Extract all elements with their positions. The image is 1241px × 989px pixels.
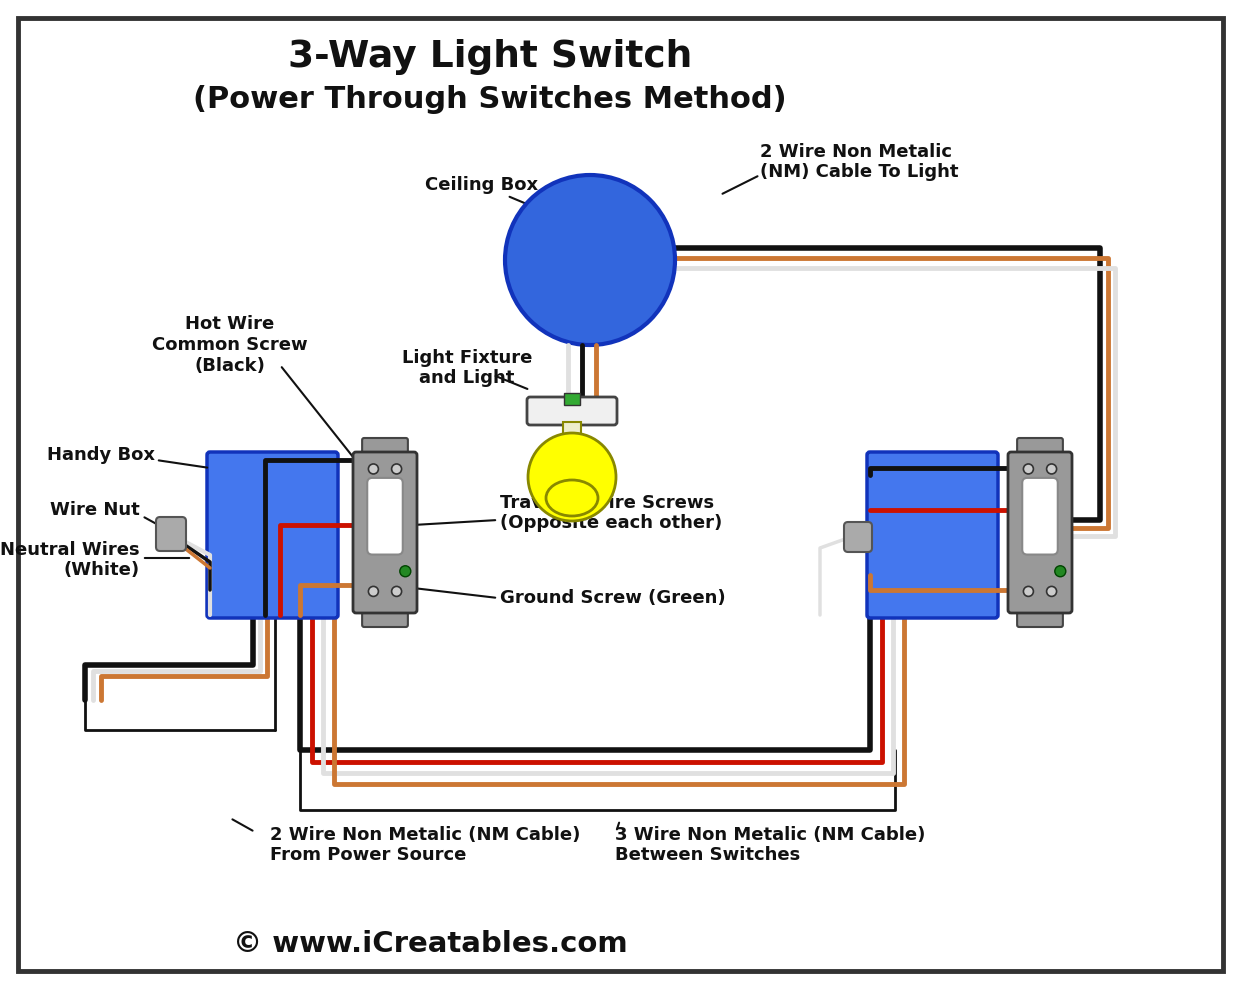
Text: Hot Wire
Common Screw
(Black): Hot Wire Common Screw (Black) — [153, 315, 308, 375]
Circle shape — [392, 586, 402, 596]
FancyBboxPatch shape — [844, 522, 872, 552]
Text: Traveler Wire Screws
(Opposite each other): Traveler Wire Screws (Opposite each othe… — [500, 494, 722, 532]
Circle shape — [505, 175, 675, 345]
Text: 2 Wire Non Metalic
(NM) Cable To Light: 2 Wire Non Metalic (NM) Cable To Light — [759, 142, 958, 181]
FancyBboxPatch shape — [527, 397, 617, 425]
FancyBboxPatch shape — [1008, 452, 1072, 613]
FancyBboxPatch shape — [19, 18, 1222, 971]
FancyBboxPatch shape — [1018, 606, 1062, 627]
Circle shape — [1046, 464, 1056, 474]
FancyBboxPatch shape — [352, 452, 417, 613]
FancyBboxPatch shape — [362, 438, 408, 459]
Circle shape — [527, 433, 616, 521]
FancyBboxPatch shape — [362, 606, 408, 627]
FancyBboxPatch shape — [867, 452, 998, 618]
FancyBboxPatch shape — [1018, 438, 1062, 459]
FancyBboxPatch shape — [563, 422, 581, 442]
FancyBboxPatch shape — [207, 452, 338, 618]
Text: 3 Wire Non Metalic (NM Cable)
Between Switches: 3 Wire Non Metalic (NM Cable) Between Sw… — [616, 826, 926, 864]
Circle shape — [1055, 566, 1066, 577]
Text: 3-Way Light Switch: 3-Way Light Switch — [288, 39, 692, 75]
FancyBboxPatch shape — [563, 393, 580, 405]
Text: Handy Box: Handy Box — [47, 446, 155, 464]
Text: Light Fixture
and Light: Light Fixture and Light — [402, 348, 532, 388]
Circle shape — [392, 464, 402, 474]
Circle shape — [369, 464, 379, 474]
Text: Neutral Wires
(White): Neutral Wires (White) — [0, 541, 140, 580]
FancyBboxPatch shape — [367, 478, 403, 555]
Circle shape — [1024, 464, 1034, 474]
Ellipse shape — [546, 480, 598, 516]
Circle shape — [400, 566, 411, 577]
Text: Ceiling Box: Ceiling Box — [424, 176, 562, 219]
Circle shape — [369, 586, 379, 596]
FancyBboxPatch shape — [1023, 478, 1057, 555]
Circle shape — [1024, 586, 1034, 596]
Text: Ground Screw (Green): Ground Screw (Green) — [500, 589, 726, 607]
Text: 2 Wire Non Metalic (NM Cable)
From Power Source: 2 Wire Non Metalic (NM Cable) From Power… — [271, 826, 581, 864]
Text: (Power Through Switches Method): (Power Through Switches Method) — [194, 85, 787, 115]
Text: © www.iCreatables.com: © www.iCreatables.com — [233, 930, 627, 958]
Circle shape — [1046, 586, 1056, 596]
Text: Wire Nut: Wire Nut — [50, 501, 140, 519]
FancyBboxPatch shape — [156, 517, 186, 551]
